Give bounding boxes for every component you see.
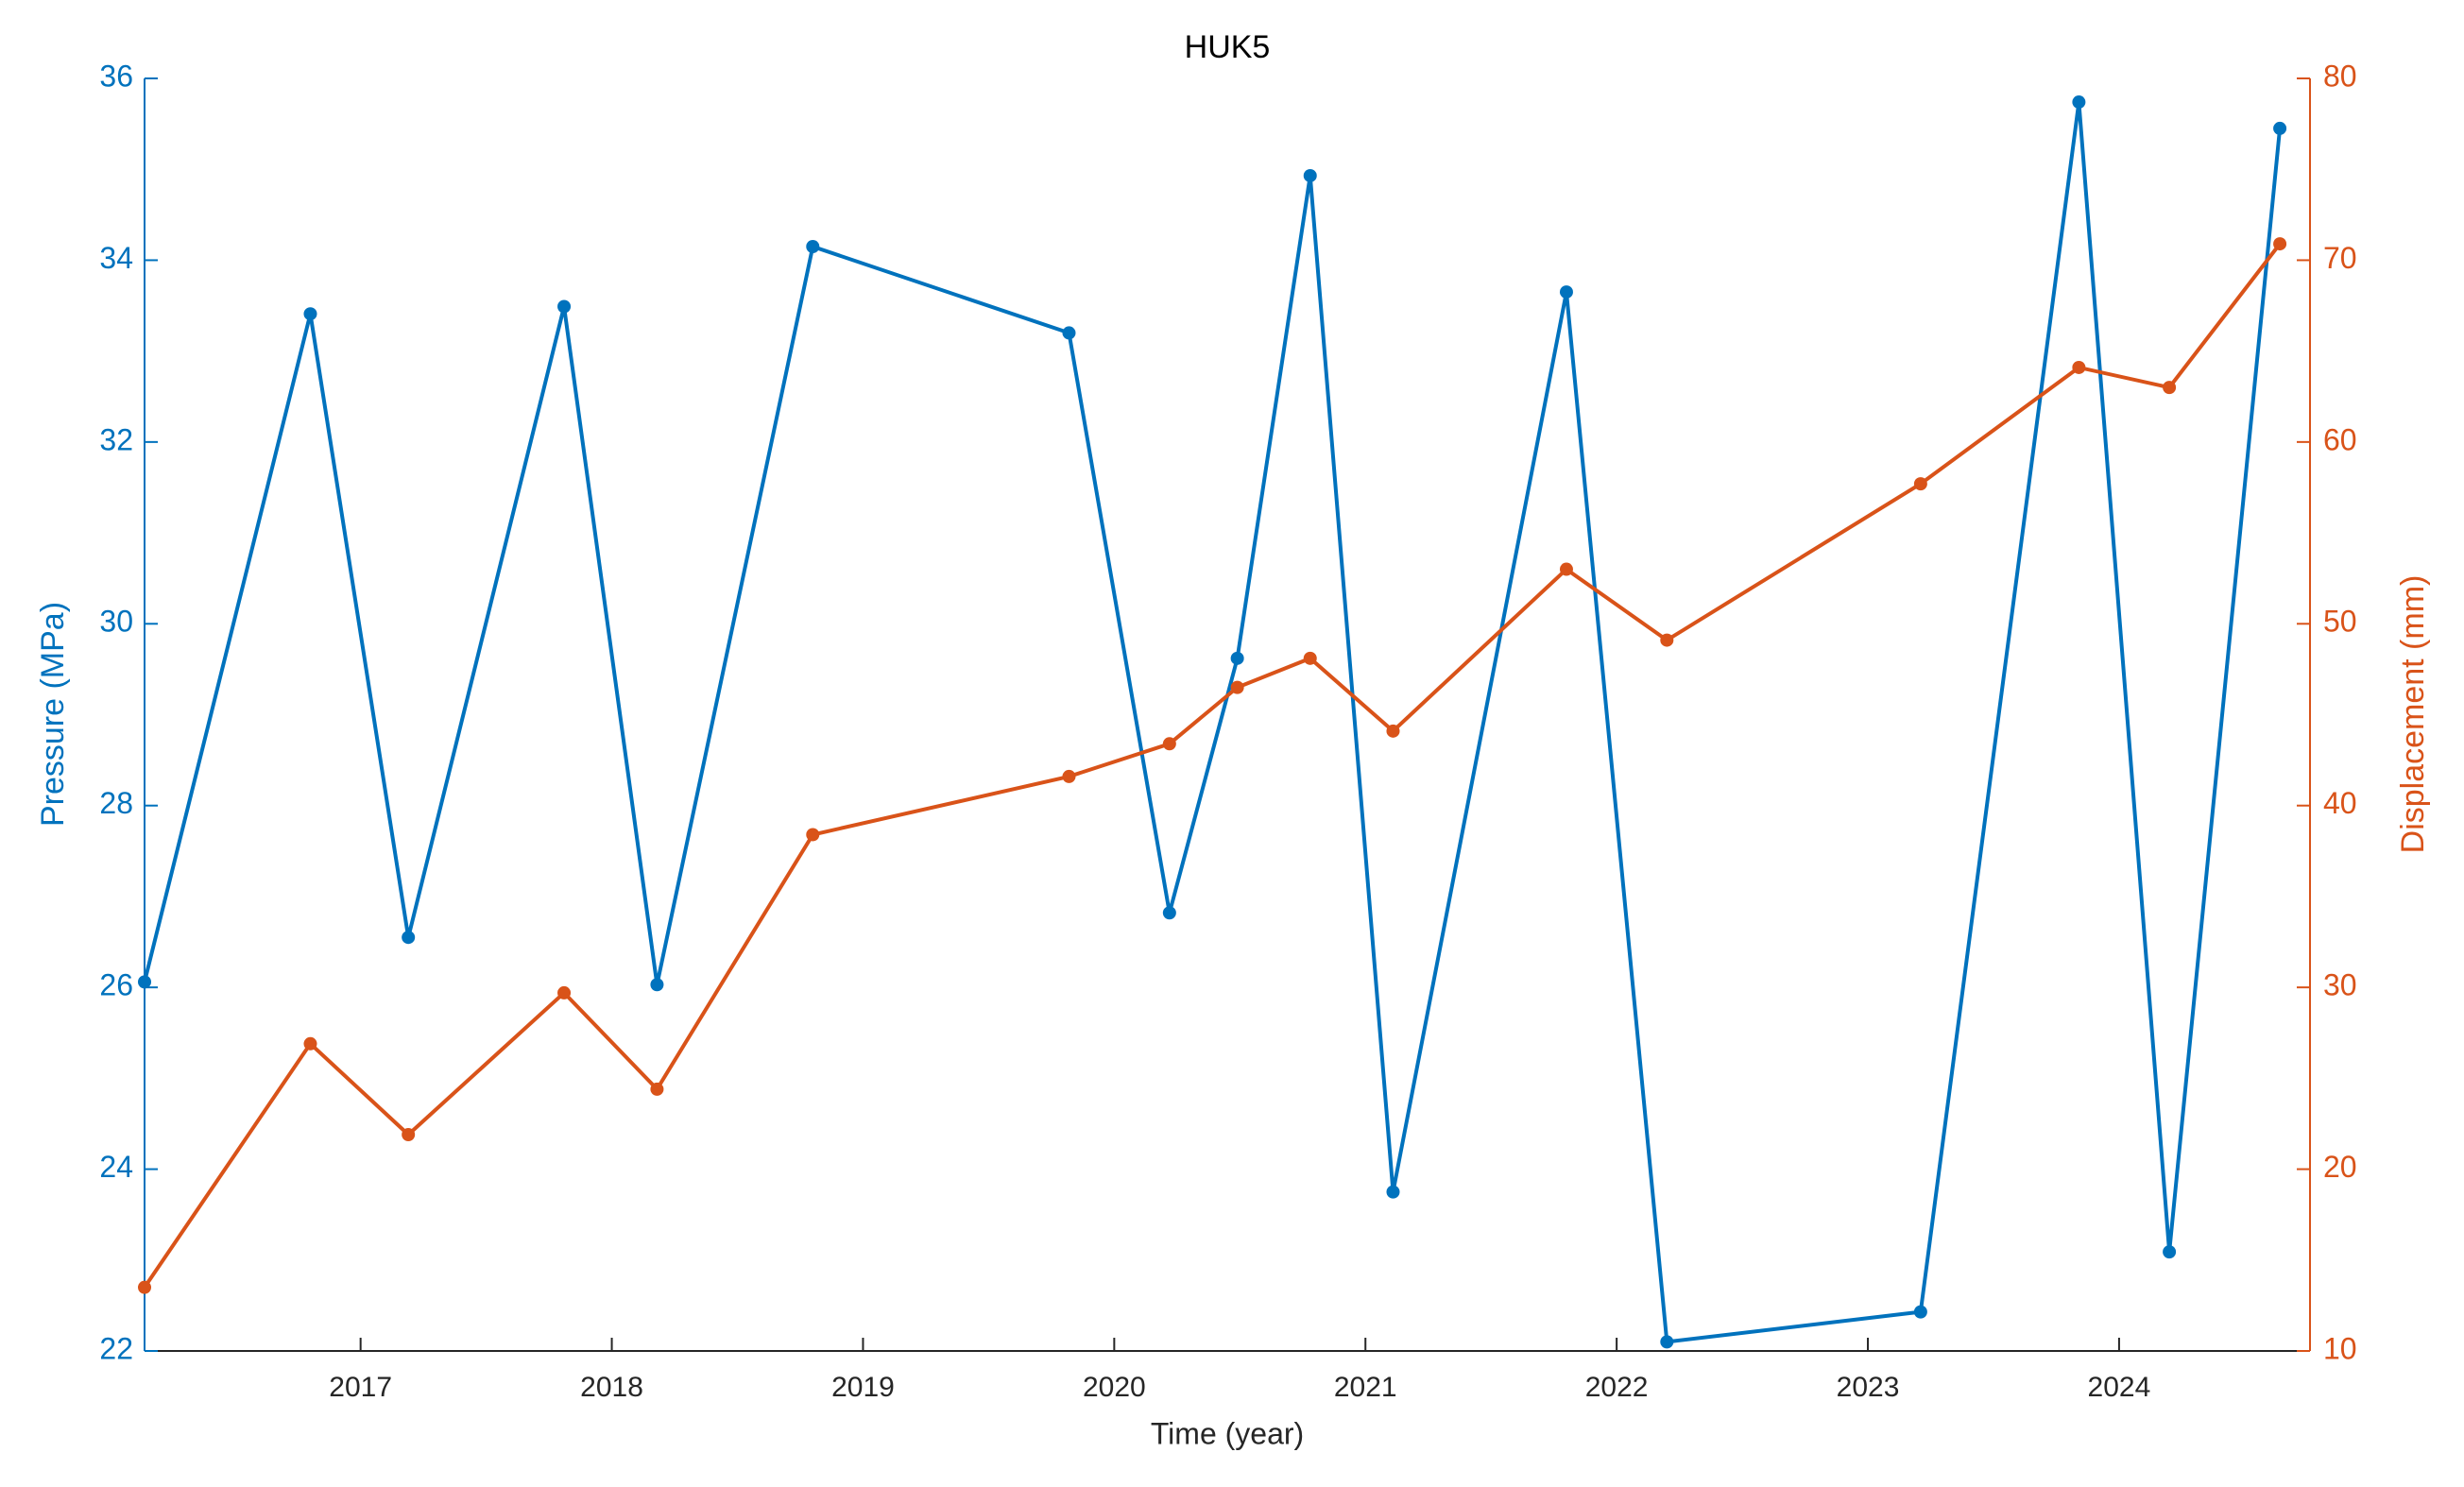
data-point [2163, 381, 2177, 395]
data-point [1913, 1305, 1927, 1319]
y-tick-label: 34 [99, 241, 133, 275]
data-point [1660, 633, 1674, 647]
data-point [1559, 285, 1573, 299]
y-tick-label: 24 [99, 1150, 133, 1184]
x-tick-label: 2022 [1585, 1372, 1649, 1403]
x-tick-label: 2019 [831, 1372, 895, 1403]
y-tick-label: 30 [99, 605, 133, 639]
data-point [2273, 121, 2287, 135]
data-point [2072, 360, 2086, 374]
data-point [1660, 1335, 1674, 1349]
y2-tick-label: 30 [2323, 968, 2357, 1002]
x-tick-label: 2023 [1837, 1372, 1900, 1403]
x-axis-label: Time (year) [1151, 1416, 1304, 1450]
data-point [1303, 651, 1317, 665]
data-point [1230, 651, 1244, 665]
y2-tick-label: 50 [2323, 605, 2357, 639]
y-tick-label: 28 [99, 786, 133, 820]
data-point [2072, 95, 2086, 110]
y-tick-label: 32 [99, 422, 133, 456]
y2-axis-label: Displacement (mm) [2395, 575, 2431, 854]
data-point [402, 1128, 416, 1142]
x-tick-label: 2021 [1334, 1372, 1397, 1403]
y-tick-label: 36 [99, 59, 133, 93]
y2-tick-label: 60 [2323, 422, 2357, 456]
data-point [2163, 1245, 2177, 1259]
y2-tick-label: 20 [2323, 1150, 2357, 1184]
data-point [1230, 680, 1244, 694]
data-point [1386, 1185, 1400, 1199]
data-point [303, 307, 317, 321]
x-tick-label: 2018 [580, 1372, 643, 1403]
data-point [557, 985, 572, 1000]
data-point [138, 1280, 151, 1294]
series-line [143, 101, 2283, 1344]
series-line [143, 242, 2282, 1289]
data-point [1062, 769, 1076, 783]
data-point [1559, 562, 1573, 576]
x-tick-label: 2024 [2088, 1372, 2151, 1403]
y-tick-label: 22 [99, 1331, 133, 1365]
data-point [650, 1082, 664, 1096]
data-point [402, 931, 416, 945]
data-point [1303, 168, 1317, 182]
y-tick-label: 26 [99, 968, 133, 1002]
y2-tick-label: 10 [2323, 1331, 2357, 1365]
x-tick-label: 2017 [329, 1372, 392, 1403]
data-point [138, 975, 151, 989]
data-point [2273, 237, 2287, 251]
data-point [650, 978, 664, 992]
data-point [806, 239, 820, 253]
x-tick-label: 2020 [1083, 1372, 1146, 1403]
data-point [557, 299, 572, 314]
data-point [303, 1036, 317, 1051]
y2-tick-label: 40 [2323, 786, 2357, 820]
data-point [1913, 477, 1927, 491]
y2-tick-label: 80 [2323, 59, 2357, 93]
chart-title: HUK5 [1185, 29, 1271, 65]
data-point [1162, 737, 1176, 751]
data-point [1386, 724, 1400, 738]
y-axis-label: Pressure (MPa) [35, 602, 71, 827]
data-point [1062, 326, 1076, 340]
data-point [806, 828, 820, 842]
y2-tick-label: 70 [2323, 241, 2357, 275]
data-point [1162, 906, 1176, 920]
